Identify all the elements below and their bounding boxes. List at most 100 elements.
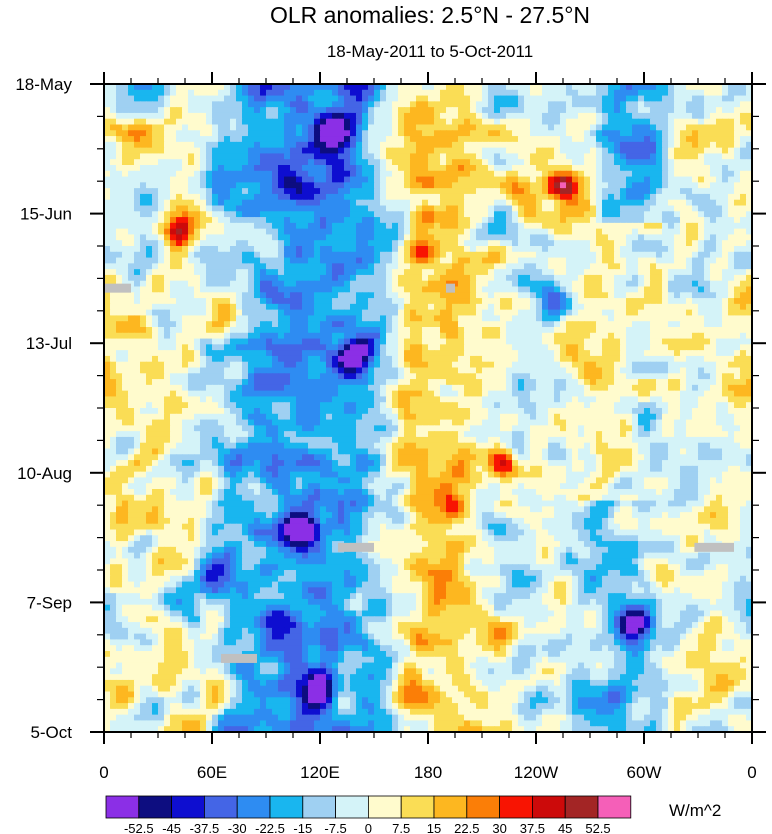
heatmap-cell <box>362 199 369 207</box>
heatmap-cell <box>338 136 345 143</box>
heatmap-cell <box>128 153 135 160</box>
heatmap-cell <box>338 182 345 189</box>
heatmap-cell <box>260 141 267 149</box>
heatmap-cell <box>128 251 135 259</box>
heatmap-cell <box>500 141 507 149</box>
heatmap-cell <box>704 228 711 236</box>
heatmap-cell <box>746 84 753 91</box>
heatmap-cell <box>170 107 177 114</box>
heatmap-cell <box>194 263 201 270</box>
heatmap-cell <box>512 303 519 311</box>
heatmap-cell <box>476 95 483 102</box>
heatmap-cell <box>722 257 729 264</box>
heatmap-cell <box>434 222 441 230</box>
heatmap-cell <box>584 89 591 97</box>
heatmap-cell <box>146 280 153 288</box>
heatmap-cell <box>110 176 117 183</box>
heatmap-cell <box>320 130 327 137</box>
heatmap-cell <box>158 141 165 149</box>
heatmap-cell <box>458 344 465 351</box>
heatmap-cell <box>638 234 645 241</box>
heatmap-cell <box>452 303 459 311</box>
heatmap-cell <box>404 170 411 178</box>
heatmap-cell <box>566 309 573 317</box>
heatmap-cell <box>428 344 435 351</box>
heatmap-cell <box>662 107 669 114</box>
heatmap-cell <box>644 170 651 178</box>
heatmap-cell <box>488 321 495 328</box>
heatmap-cell <box>362 107 369 114</box>
heatmap-cell <box>230 269 237 276</box>
heatmap-cell <box>350 298 357 305</box>
heatmap-cell <box>128 332 135 340</box>
heatmap-cell <box>278 159 285 166</box>
heatmap-cell <box>482 95 489 102</box>
heatmap-cell <box>668 182 675 189</box>
heatmap-cell <box>566 84 573 91</box>
heatmap-cell <box>170 217 177 224</box>
heatmap-cell <box>338 112 345 120</box>
heatmap-cell <box>302 176 309 183</box>
heatmap-cell <box>458 153 465 160</box>
heatmap-cell <box>698 153 705 160</box>
heatmap-cell <box>512 280 519 288</box>
heatmap-cell <box>254 211 261 218</box>
heatmap-cell <box>554 228 561 236</box>
heatmap-cell <box>728 124 735 131</box>
heatmap-cell <box>164 257 171 264</box>
heatmap-cell <box>254 205 261 212</box>
heatmap-cell <box>368 112 375 120</box>
heatmap-cell <box>500 344 507 351</box>
heatmap-cell <box>374 165 381 172</box>
heatmap-cell <box>152 246 159 253</box>
heatmap-cell <box>164 309 171 317</box>
heatmap-cell <box>290 344 297 351</box>
heatmap-cell <box>458 147 465 155</box>
heatmap-cell <box>686 130 693 137</box>
heatmap-cell <box>578 292 585 299</box>
heatmap-cell <box>542 176 549 183</box>
heatmap-cell <box>740 240 747 247</box>
heatmap-cell <box>650 101 657 108</box>
heatmap-cell <box>674 101 681 108</box>
heatmap-cell <box>524 286 531 293</box>
heatmap-cell <box>326 112 333 120</box>
heatmap-cell <box>428 141 435 149</box>
heatmap-cell <box>596 193 603 201</box>
heatmap-cell <box>494 141 501 149</box>
heatmap-cell <box>392 246 399 253</box>
heatmap-cell <box>290 141 297 149</box>
heatmap-cell <box>728 89 735 97</box>
heatmap-cell <box>494 217 501 224</box>
heatmap-cell <box>710 176 717 183</box>
heatmap-cell <box>410 153 417 160</box>
heatmap-cell <box>452 298 459 305</box>
heatmap-cell <box>332 211 339 218</box>
heatmap-cell <box>554 205 561 212</box>
heatmap-cell <box>308 136 315 143</box>
heatmap-cell <box>326 118 333 126</box>
heatmap-cell <box>236 136 243 143</box>
heatmap-cell <box>578 170 585 178</box>
heatmap-cell <box>206 84 213 91</box>
heatmap-cell <box>428 118 435 126</box>
heatmap-cell <box>134 84 141 91</box>
heatmap-cell <box>368 165 375 172</box>
heatmap-cell <box>200 315 207 322</box>
heatmap-cell <box>362 263 369 270</box>
heatmap-cell <box>728 159 735 166</box>
heatmap-cell <box>422 141 429 149</box>
heatmap-cell <box>128 217 135 224</box>
heatmap-cell <box>254 292 261 299</box>
heatmap-cell <box>740 280 747 288</box>
heatmap-cell <box>212 130 219 137</box>
heatmap-cell <box>308 141 315 149</box>
heatmap-cell <box>206 205 213 212</box>
heatmap-cell <box>722 298 729 305</box>
heatmap-cell <box>506 332 513 340</box>
heatmap-cell <box>218 176 225 183</box>
heatmap-cell <box>356 217 363 224</box>
heatmap-cell <box>266 153 273 160</box>
heatmap-cell <box>536 263 543 270</box>
heatmap-cell <box>134 176 141 183</box>
